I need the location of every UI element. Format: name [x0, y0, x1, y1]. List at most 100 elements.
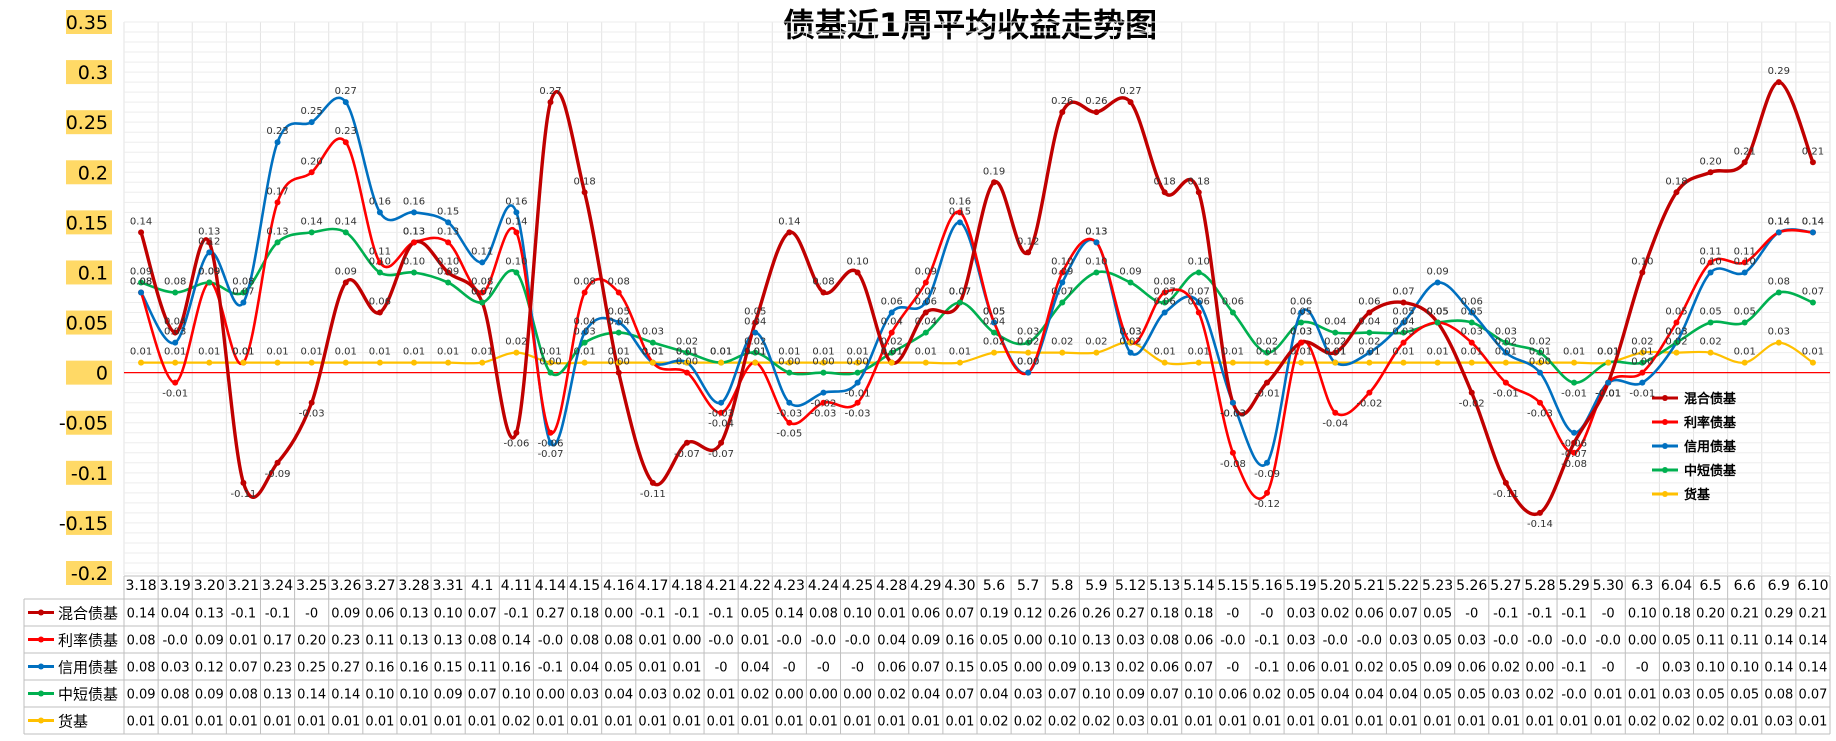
data-label: 0.09: [335, 266, 357, 277]
table-cell: 0.03: [1287, 634, 1316, 649]
data-label: -0.08: [1561, 459, 1587, 470]
data-point: [888, 349, 895, 356]
data-label: 0.05: [1426, 307, 1448, 318]
data-label: 0.13: [403, 226, 425, 237]
legend-marker: [1662, 491, 1668, 497]
data-label: 0.03: [1119, 327, 1141, 338]
legend-label: 利率债基: [1684, 415, 1737, 431]
data-point: [138, 279, 145, 286]
table-cell: 0.01: [1526, 715, 1555, 730]
table-cell: 0.10: [502, 688, 531, 703]
data-label: 0.02: [1324, 337, 1346, 348]
table-legend-marker: [38, 690, 44, 697]
y-tick-label: -0.15: [59, 513, 108, 535]
data-label: 0.13: [1085, 226, 1107, 237]
table-cell: 0.04: [741, 661, 770, 676]
data-label: 0.02: [983, 337, 1005, 348]
table-cell: 0.04: [980, 688, 1009, 703]
data-point: [308, 399, 315, 406]
x-tick-label: 3.18: [125, 578, 156, 594]
data-point: [956, 219, 963, 226]
data-point: [1707, 349, 1714, 356]
data-point: [479, 299, 486, 306]
table-cell: 0.01: [741, 634, 770, 649]
data-point: [240, 479, 247, 486]
table-cell: 0.07: [468, 607, 497, 622]
data-point: [1093, 349, 1100, 356]
y-tick-bg: [66, 60, 112, 85]
data-point: [1571, 439, 1578, 446]
table-cell: 0.03: [638, 688, 667, 703]
data-point: [274, 139, 281, 146]
table-cell: 0.09: [195, 634, 224, 649]
data-point: [1025, 349, 1032, 356]
table-cell: 0.29: [1764, 607, 1793, 622]
data-label: 0.02: [1529, 337, 1551, 348]
table-cell: 0.02: [877, 688, 906, 703]
table-cell: 0.05: [604, 661, 633, 676]
data-point: [718, 439, 725, 446]
x-tick-label: 4.24: [808, 578, 839, 594]
data-label: 0.01: [915, 347, 937, 358]
table-cell: 0.04: [570, 661, 599, 676]
table-cell: 0.05: [980, 661, 1009, 676]
data-label: 0.04: [1358, 317, 1380, 328]
table-cell: 0.00: [1014, 661, 1043, 676]
table-cell: 0.08: [604, 634, 633, 649]
data-label: -0.03: [811, 409, 837, 420]
table-cell: 0.01: [604, 715, 633, 730]
table-cell: 0.21: [1730, 607, 1759, 622]
x-tick-label: 3.24: [262, 578, 293, 594]
table-cell: 0.10: [1184, 688, 1213, 703]
table-cell: 0.08: [1150, 634, 1179, 649]
table-cell: 0.05: [1696, 688, 1725, 703]
table-cell: 0.10: [400, 688, 429, 703]
data-label: 0.18: [1188, 176, 1210, 187]
data-label: 0.01: [642, 347, 664, 358]
y-tick-label: 0.35: [66, 12, 108, 34]
x-tick-label: 5.22: [1388, 578, 1419, 594]
data-label: 0.14: [778, 216, 800, 227]
data-point: [1400, 319, 1407, 326]
x-tick-label: 6.9: [1768, 578, 1790, 594]
data-label: 0.01: [642, 347, 664, 358]
data-label: -0.14: [1527, 519, 1553, 530]
y-tick-label: 0.3: [78, 62, 108, 84]
data-point: [1366, 309, 1373, 316]
table-cell: 0.11: [365, 634, 394, 649]
data-point: [1639, 359, 1646, 366]
data-point: [1775, 289, 1782, 296]
data-label: 0.07: [232, 287, 254, 298]
data-label: -0.02: [1356, 399, 1382, 410]
data-label: 0.09: [1051, 266, 1073, 277]
table-cell: 0.01: [809, 715, 838, 730]
data-point: [581, 289, 588, 296]
data-point: [820, 399, 827, 406]
data-label: -0.03: [1220, 409, 1246, 420]
data-point: [888, 329, 895, 336]
data-label: 0.03: [1495, 327, 1517, 338]
table-cell: 0.14: [127, 607, 156, 622]
data-label: 0.05: [1734, 307, 1756, 318]
table-cell: 0.05: [1662, 634, 1691, 649]
y-tick-label: -0.05: [59, 413, 108, 435]
data-label: 0.13: [1085, 226, 1107, 237]
data-point: [376, 209, 383, 216]
data-label: 0.11: [1734, 246, 1756, 257]
data-label: 0.04: [608, 317, 630, 328]
data-point: [1468, 389, 1475, 396]
data-label: 0.01: [778, 347, 800, 358]
data-point: [922, 309, 929, 316]
table-cell: 0.01: [365, 715, 394, 730]
data-point: [308, 169, 315, 176]
data-label: 0.05: [1426, 307, 1448, 318]
data-label: 0.11: [471, 246, 493, 257]
data-point: [1673, 339, 1680, 346]
data-label: 0.03: [1461, 327, 1483, 338]
table-cell: -0.0: [1596, 634, 1621, 649]
table-cell: 0.01: [707, 688, 736, 703]
data-label: 0.01: [403, 347, 425, 358]
table-cell: -0: [1602, 661, 1615, 676]
y-tick-label: 0.15: [66, 212, 108, 234]
data-point: [922, 299, 929, 306]
